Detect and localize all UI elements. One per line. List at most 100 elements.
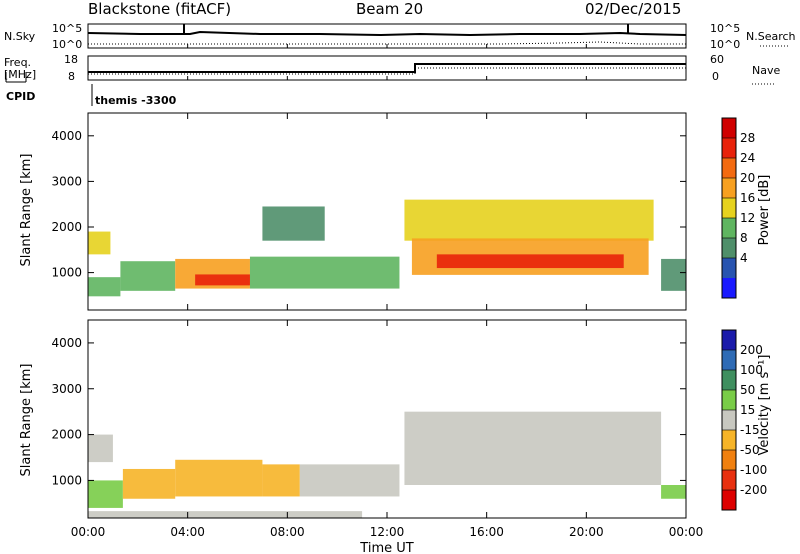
velocity-cell-7 bbox=[404, 411, 662, 485]
velocity-ytick-0: 1000 bbox=[51, 473, 82, 487]
xtick-4: 16:00 bbox=[469, 525, 504, 539]
power-ytick-1: 2000 bbox=[51, 220, 82, 234]
power-colorbar-swatch-7 bbox=[722, 258, 736, 278]
freq-panel bbox=[5, 55, 774, 85]
freq-top-tick: 18 bbox=[64, 53, 78, 66]
power-colorbar-label-3: 16 bbox=[740, 191, 755, 205]
velocity-ytick-3: 4000 bbox=[51, 336, 82, 350]
freq-line bbox=[88, 63, 686, 73]
xtick-0: 00:00 bbox=[71, 525, 106, 539]
velocity-colorbar-label-2: 50 bbox=[740, 383, 755, 397]
nave-top-tick: 60 bbox=[710, 53, 724, 66]
power-colorbar-title: Power [dB] bbox=[757, 175, 772, 246]
velocity-ytick-1: 2000 bbox=[51, 428, 82, 442]
date-title: 02/Dec/2015 bbox=[585, 0, 682, 18]
strip-left-top: 10^5 bbox=[52, 22, 83, 35]
cpid-value: themis -3300 bbox=[95, 94, 177, 107]
velocity-cell-0 bbox=[88, 434, 113, 463]
power-cell-6 bbox=[262, 206, 325, 241]
power-ytick-3: 4000 bbox=[51, 129, 82, 143]
nave-label: Nave bbox=[752, 64, 781, 77]
freq-unit-label: [MHz] bbox=[4, 68, 37, 81]
cpid-label: CPID bbox=[6, 90, 36, 103]
xtick-1: 04:00 bbox=[170, 525, 205, 539]
power-ytick-2: 3000 bbox=[51, 174, 82, 188]
power-colorbar: 28 24 20 16 12 8 4 bbox=[721, 117, 755, 299]
velocity-cell-3 bbox=[175, 459, 263, 497]
strip-left-bot: 10^0 bbox=[52, 38, 83, 51]
nsky-line bbox=[87, 30, 687, 37]
nave-line bbox=[88, 67, 686, 75]
power-colorbar-label-6: 4 bbox=[740, 251, 748, 265]
power-colorbar-swatch-6 bbox=[722, 238, 736, 258]
xtick-5: 20:00 bbox=[569, 525, 604, 539]
x-axis-label: Time UT bbox=[359, 541, 413, 554]
velocity-colorbar-label-1: 100 bbox=[740, 363, 763, 377]
nsky-label: N.Sky bbox=[4, 30, 36, 43]
power-colorbar-swatch-3 bbox=[722, 178, 736, 198]
power-panel: 1000 2000 3000 4000 bbox=[51, 112, 687, 311]
beam-title: Beam 20 bbox=[356, 0, 424, 18]
freq-label: Freq. bbox=[4, 56, 32, 69]
power-colorbar-swatch-1 bbox=[722, 138, 736, 158]
xtick-6: 00:00 bbox=[669, 525, 704, 539]
station-title: Blackstone (fitACF) bbox=[88, 0, 232, 18]
velocity-panel: 1000 2000 3000 4000 00:00 04:00 08:00 12:00 16:0… bbox=[51, 319, 704, 539]
velocity-ytick-2: 3000 bbox=[51, 382, 82, 396]
velocity-colorbar-swatch-5 bbox=[722, 430, 736, 450]
power-cell-10 bbox=[661, 258, 686, 291]
power-colorbar-label-4: 12 bbox=[740, 211, 755, 225]
nsky-panel bbox=[87, 23, 788, 49]
velocity-colorbar-title: Velocity [m s⁻¹] bbox=[757, 355, 772, 456]
xtick-3: 12:00 bbox=[370, 525, 405, 539]
power-cell-7 bbox=[404, 199, 654, 241]
strip-right-top: 10^5 bbox=[710, 22, 741, 35]
velocity-cell-5 bbox=[299, 464, 400, 497]
power-colorbar-label-1: 24 bbox=[740, 151, 755, 165]
power-cell-1 bbox=[88, 277, 121, 297]
velocity-cell-4 bbox=[262, 464, 300, 497]
velocity-colorbar-label-7: -200 bbox=[740, 483, 767, 497]
velocity-cell-6 bbox=[88, 511, 363, 518]
velocity-colorbar-label-5: -50 bbox=[740, 443, 760, 457]
velocity-colorbar-swatch-2 bbox=[722, 370, 736, 390]
velocity-colorbar-label-3: 15 bbox=[740, 403, 755, 417]
power-colorbar-swatch-2 bbox=[722, 158, 736, 178]
xtick-2: 08:00 bbox=[270, 525, 305, 539]
velocity-y-axis-label: Slant Range [km] bbox=[19, 364, 34, 477]
velocity-colorbar-label-0: 200 bbox=[740, 343, 763, 357]
power-cell-9 bbox=[436, 254, 624, 269]
freq-bot-tick: 8 bbox=[68, 70, 75, 83]
power-cell-2 bbox=[120, 261, 176, 291]
power-cell-0 bbox=[88, 231, 111, 255]
velocity-colorbar-label-4: -15 bbox=[740, 423, 760, 437]
velocity-colorbar: 200 100 50 15 -15 -50 -100 -200 bbox=[721, 329, 767, 511]
power-colorbar-swatch-0 bbox=[722, 118, 736, 138]
velocity-colorbar-swatch-7 bbox=[722, 470, 736, 490]
nave-bot-tick: 0 bbox=[712, 70, 719, 83]
power-cell-4 bbox=[195, 274, 250, 286]
power-colorbar-swatch-5 bbox=[722, 218, 736, 238]
velocity-colorbar-swatch-3 bbox=[722, 390, 736, 410]
power-colorbar-label-2: 20 bbox=[740, 171, 755, 185]
power-cell-5 bbox=[249, 256, 400, 289]
nsearch-label: N.Search bbox=[746, 30, 796, 43]
velocity-colorbar-swatch-8 bbox=[722, 490, 736, 510]
velocity-colorbar-swatch-1 bbox=[722, 350, 736, 370]
velocity-colorbar-label-6: -100 bbox=[740, 463, 767, 477]
velocity-cell-2 bbox=[122, 468, 176, 499]
velocity-colorbar-swatch-6 bbox=[722, 450, 736, 470]
power-colorbar-label-0: 28 bbox=[740, 131, 755, 145]
power-colorbar-swatch-4 bbox=[722, 198, 736, 218]
power-y-axis-label: Slant Range [km] bbox=[19, 154, 34, 267]
power-colorbar-swatch-8 bbox=[722, 278, 736, 298]
velocity-cell-1 bbox=[88, 480, 123, 508]
velocity-cell-8 bbox=[661, 485, 686, 499]
velocity-colorbar-swatch-4 bbox=[722, 410, 736, 430]
velocity-colorbar-swatch-0 bbox=[722, 330, 736, 350]
power-ytick-0: 1000 bbox=[51, 266, 82, 280]
power-colorbar-label-5: 8 bbox=[740, 231, 748, 245]
strip-right-bot: 10^0 bbox=[710, 38, 741, 51]
